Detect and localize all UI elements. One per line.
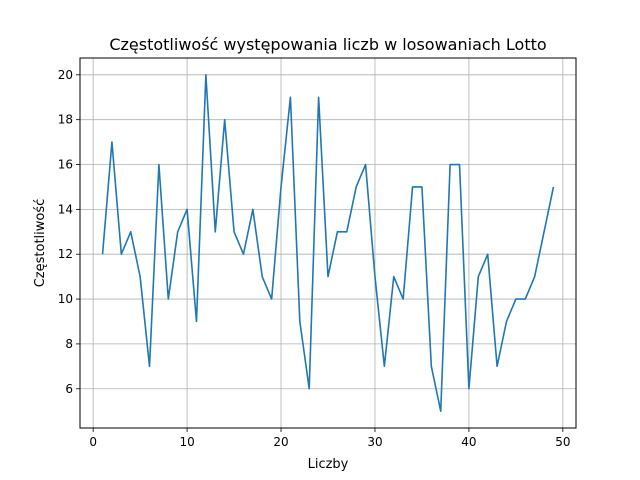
x-tick-label: 30: [367, 435, 382, 449]
y-axis-label: Częstotliwość: [33, 199, 48, 288]
x-tick-label: 50: [555, 435, 570, 449]
y-tick-label: 6: [65, 382, 73, 396]
y-tick-label: 16: [58, 158, 73, 172]
y-tick-label: 18: [58, 113, 73, 127]
y-tick-label: 12: [58, 247, 73, 261]
y-tick-label: 14: [58, 202, 73, 216]
y-axis-ticks: 6 8 10 12 14 16 18 20: [58, 68, 80, 396]
y-tick-label: 20: [58, 68, 73, 82]
y-tick-label: 8: [65, 337, 73, 351]
series-line: [101, 74, 555, 412]
series-group: [101, 74, 555, 412]
y-tick-label: 10: [58, 292, 73, 306]
x-axis-label: Liczby: [308, 457, 349, 472]
chart-title: Częstotliwość występowania liczb w losow…: [109, 35, 546, 54]
x-axis-ticks: 0 10 20 30 40 50: [89, 428, 570, 449]
x-tick-label: 40: [461, 435, 476, 449]
x-tick-label: 20: [273, 435, 288, 449]
plot-frame: [79, 57, 577, 429]
x-tick-label: 0: [89, 435, 97, 449]
x-tick-label: 10: [179, 435, 194, 449]
